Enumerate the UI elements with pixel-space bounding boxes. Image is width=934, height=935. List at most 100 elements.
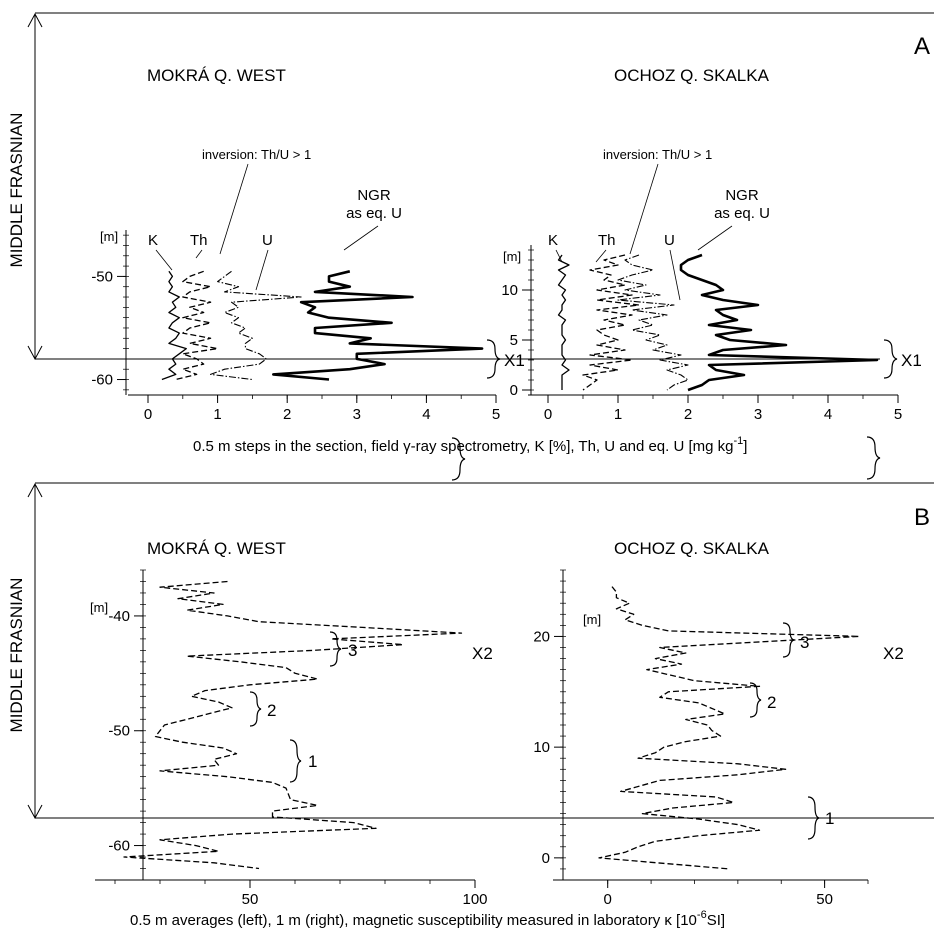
- leader-u-left: [255, 249, 269, 291]
- y-tick-label: 10: [501, 282, 518, 299]
- leader-u-right: [669, 249, 681, 301]
- label-ngr-right-1: NGR: [725, 187, 759, 204]
- leader-k-left: [155, 249, 173, 271]
- panel-b-left-title: MOKRÁ Q. WEST: [147, 539, 286, 558]
- x-tick-label: 2: [684, 406, 692, 423]
- y-tick-label: 5: [510, 332, 518, 349]
- unit-label-b-left: [m]: [90, 600, 108, 615]
- bracket-x2-right: [866, 436, 881, 480]
- y-tick-label: 10: [533, 739, 550, 756]
- panel-a-letter: A: [914, 33, 930, 60]
- x1-bracket-left: [486, 339, 501, 379]
- leader-inv-left: [219, 163, 249, 255]
- y-tick-label: 20: [533, 628, 550, 645]
- label-ngr-left-2: as eq. U: [346, 205, 402, 222]
- bracket-2-left: [249, 691, 262, 727]
- x-tick-label: 50: [816, 891, 833, 908]
- marker-3-left: 3: [348, 641, 357, 660]
- x1-bracket-right: [883, 339, 898, 379]
- label-u-right: U: [664, 232, 675, 249]
- y-tick-label: -60: [91, 372, 113, 389]
- y-tick-label: -40: [108, 608, 130, 625]
- bracket-1-right: [807, 796, 820, 840]
- label-ngr-left-1: NGR: [357, 187, 391, 204]
- y-tick-label: 0: [542, 850, 550, 867]
- label-th-right: Th: [598, 232, 616, 249]
- chart-a-left: 0 1 2 3 4 5 -50 -60: [91, 230, 500, 423]
- label-ngr-right-2: as eq. U: [714, 205, 770, 222]
- series-line-ngr-as-eq-u: [679, 253, 879, 392]
- series-line-u: [617, 254, 689, 391]
- panel-a-caption-end: ]: [743, 438, 747, 455]
- panel-a-left-title: MOKRÁ Q. WEST: [147, 66, 286, 85]
- leader-ngr-left: [343, 225, 379, 251]
- leader-th-right: [595, 249, 607, 263]
- interval-brackets-b: [249, 436, 881, 840]
- marker-2-left: 2: [267, 701, 276, 720]
- marker-2-right: 2: [767, 693, 776, 712]
- inversion-note-right: inversion: Th/U > 1: [603, 147, 712, 162]
- panel-a-side-label: MIDDLE FRASNIAN: [7, 113, 26, 268]
- series-line-magnetic-susceptibility: [123, 580, 463, 870]
- label-th-left: Th: [190, 232, 208, 249]
- marker-1-right: 1: [825, 809, 834, 828]
- panel-b-caption-main: 0.5 m averages (left), 1 m (right), magn…: [130, 912, 697, 929]
- y-tick-label: -60: [108, 838, 130, 855]
- x-tick-label: 100: [462, 891, 487, 908]
- series-line-k: [161, 270, 187, 381]
- chart-b-right: 0 50 0 10 20: [533, 569, 869, 908]
- x-tick-label: 5: [492, 406, 500, 423]
- y-tick-label: -50: [108, 723, 130, 740]
- panel-b: B MIDDLE FRASNIAN MOKRÁ Q. WEST OCHOZ Q.…: [7, 436, 934, 929]
- x1-label-left: X1: [504, 351, 525, 370]
- bracket-1-left: [289, 739, 302, 783]
- marker-x2-right: X2: [883, 644, 904, 663]
- marker-x2-left: X2: [472, 644, 493, 663]
- x1-label-right: X1: [901, 351, 922, 370]
- panel-b-letter: B: [914, 504, 930, 531]
- leader-inv-right: [629, 163, 659, 255]
- panel-b-side-label: MIDDLE FRASNIAN: [7, 578, 26, 733]
- leader-ngr-right: [697, 225, 733, 251]
- x-tick-label: 0: [604, 891, 612, 908]
- series-line-th: [175, 270, 219, 381]
- leader-k-right: [555, 249, 563, 263]
- inversion-note-left: inversion: Th/U > 1: [202, 147, 311, 162]
- leader-th-left: [195, 249, 203, 259]
- x-tick-label: 3: [754, 406, 762, 423]
- x-tick-label: 0: [144, 406, 152, 423]
- series-line-magnetic-susceptibility: [598, 586, 860, 870]
- leader-lines-a: [155, 163, 733, 301]
- x-tick-label: 2: [283, 406, 291, 423]
- series-line-th: [582, 254, 640, 391]
- panel-a-caption-main: 0.5 m steps in the section, field γ-ray …: [193, 438, 734, 455]
- series-line-ngr-as-eq-u: [271, 270, 484, 381]
- panel-b-caption-sup: -6: [697, 909, 707, 921]
- panel-a-arrow-head-top: [27, 12, 43, 28]
- label-k-right: K: [548, 232, 558, 249]
- x-tick-label: 0: [544, 406, 552, 423]
- unit-label-a-right: [m]: [503, 249, 521, 264]
- y-tick-label: -50: [91, 268, 113, 285]
- chart-b-left: 50 100 -40 -50 -60: [95, 569, 488, 908]
- x-tick-label: 1: [213, 406, 221, 423]
- panel-b-caption-end: SI]: [707, 912, 725, 929]
- x-tick-label: 4: [422, 406, 430, 423]
- marker-3-right: 3: [800, 633, 809, 652]
- x-tick-label: 3: [353, 406, 361, 423]
- bracket-2-right: [749, 682, 762, 718]
- marker-1-left: 1: [308, 752, 317, 771]
- bracket-x2-left: [451, 437, 466, 481]
- series-line-k: [557, 254, 570, 390]
- unit-label-a-left: [m]: [100, 229, 118, 244]
- x-tick-label: 1: [614, 406, 622, 423]
- x-tick-label: 4: [824, 406, 832, 423]
- bracket-3-left: [329, 631, 342, 667]
- label-k-left: K: [148, 232, 158, 249]
- label-u-left: U: [262, 232, 273, 249]
- panel-a-caption-sup: -1: [734, 435, 744, 447]
- chart-a-right: 0 1 2 3 4 5 0 5 10: [501, 245, 902, 423]
- panel-b-right-title: OCHOZ Q. SKALKA: [614, 539, 770, 558]
- panel-a-right-title: OCHOZ Q. SKALKA: [614, 66, 770, 85]
